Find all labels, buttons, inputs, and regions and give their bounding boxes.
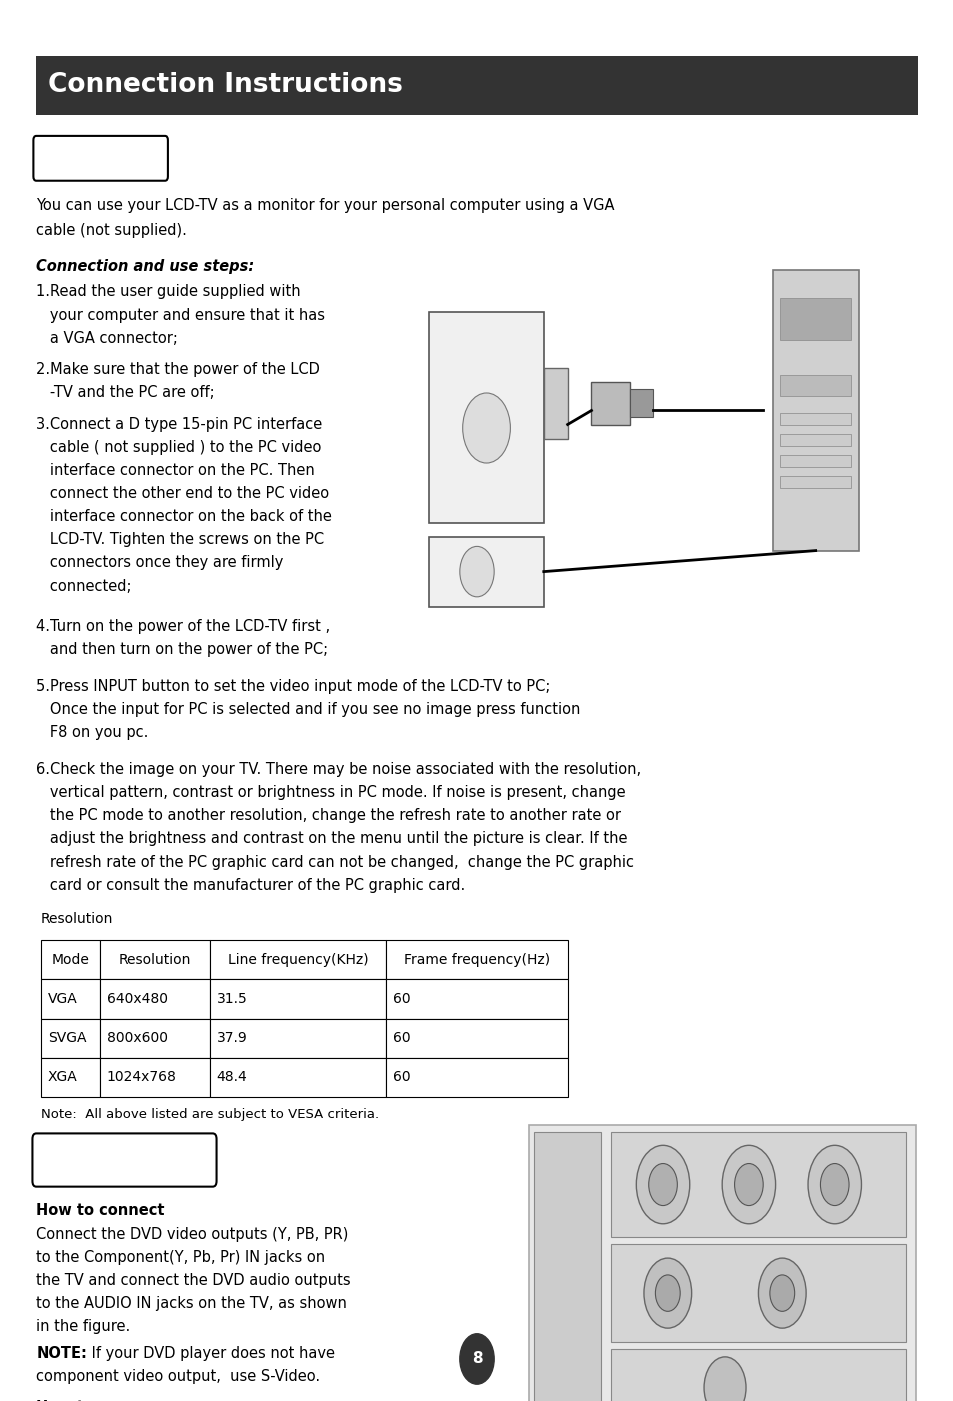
Text: component video output,  use S-Video.: component video output, use S-Video.	[36, 1370, 320, 1384]
Text: Resolution: Resolution	[119, 953, 191, 967]
Text: a VGA connector;: a VGA connector;	[36, 331, 178, 346]
Text: connectors once they are firmly: connectors once they are firmly	[36, 556, 283, 570]
Text: SVGA: SVGA	[48, 1031, 86, 1045]
Text: 2.Make sure that the power of the LCD: 2.Make sure that the power of the LCD	[36, 363, 320, 377]
Text: If your DVD player does not have: If your DVD player does not have	[87, 1346, 335, 1362]
Text: 6.Check the image on your TV. There may be noise associated with the resolution,: 6.Check the image on your TV. There may …	[36, 762, 640, 778]
Text: your computer and ensure that it has: your computer and ensure that it has	[36, 308, 325, 322]
Text: Frame frequency(Hz): Frame frequency(Hz)	[403, 953, 550, 967]
Text: cable (not supplied).: cable (not supplied).	[36, 223, 187, 238]
Text: You can use your LCD-TV as a monitor for your personal computer using a VGA: You can use your LCD-TV as a monitor for…	[36, 198, 614, 213]
Text: How to connect: How to connect	[36, 1203, 165, 1219]
Text: to the Component(Y, Pb, Pr) IN jacks on: to the Component(Y, Pb, Pr) IN jacks on	[36, 1250, 325, 1265]
Text: interface connector on the back of the: interface connector on the back of the	[36, 510, 332, 524]
Text: adjust the brightness and contrast on the menu until the picture is clear. If th: adjust the brightness and contrast on th…	[36, 832, 627, 846]
Text: VGA: VGA	[48, 992, 77, 1006]
Text: 60: 60	[393, 992, 410, 1006]
Text: Note:  All above listed are subject to VESA criteria.: Note: All above listed are subject to VE…	[41, 1108, 378, 1121]
Text: Component  Setup: Component Setup	[43, 1152, 216, 1168]
Text: VGA Setup: VGA Setup	[43, 150, 143, 167]
Text: 60: 60	[393, 1070, 410, 1084]
Text: 8: 8	[471, 1352, 482, 1366]
Text: LCD-TV. Tighten the screws on the PC: LCD-TV. Tighten the screws on the PC	[36, 532, 324, 548]
Text: F8 on you pc.: F8 on you pc.	[36, 726, 149, 740]
Text: 60: 60	[393, 1031, 410, 1045]
Text: 3.Connect a D type 15-pin PC interface: 3.Connect a D type 15-pin PC interface	[36, 417, 322, 432]
Text: the TV and connect the DVD audio outputs: the TV and connect the DVD audio outputs	[36, 1274, 351, 1288]
Text: cable ( not supplied ) to the PC video: cable ( not supplied ) to the PC video	[36, 440, 321, 455]
Text: card or consult the manufacturer of the PC graphic card.: card or consult the manufacturer of the …	[36, 878, 465, 892]
Text: Once the input for PC is selected and if you see no image press function: Once the input for PC is selected and if…	[36, 702, 580, 717]
Text: Connect the DVD video outputs (Y, PB, PR): Connect the DVD video outputs (Y, PB, PR…	[36, 1227, 348, 1241]
Text: 5.Press INPUT button to set the video input mode of the LCD-TV to PC;: 5.Press INPUT button to set the video in…	[36, 679, 550, 693]
Text: NOTE:: NOTE:	[36, 1346, 87, 1362]
Text: 1.Read the user guide supplied with: 1.Read the user guide supplied with	[36, 284, 300, 300]
Text: 800x600: 800x600	[107, 1031, 168, 1045]
Text: vertical pattern, contrast or brightness in PC mode. If noise is present, change: vertical pattern, contrast or brightness…	[36, 786, 625, 800]
Text: to the AUDIO IN jacks on the TV, as shown: to the AUDIO IN jacks on the TV, as show…	[36, 1296, 347, 1311]
Text: Connection and use steps:: Connection and use steps:	[36, 259, 254, 275]
Text: 31.5: 31.5	[216, 992, 247, 1006]
Text: Connection Instructions: Connection Instructions	[48, 73, 402, 98]
Text: 1024x768: 1024x768	[107, 1070, 176, 1084]
Text: Resolution: Resolution	[41, 912, 113, 926]
Text: and then turn on the power of the PC;: and then turn on the power of the PC;	[36, 642, 328, 657]
Text: 48.4: 48.4	[216, 1070, 247, 1084]
Text: 640x480: 640x480	[107, 992, 168, 1006]
Text: -TV and the PC are off;: -TV and the PC are off;	[36, 385, 214, 401]
Text: interface connector on the PC. Then: interface connector on the PC. Then	[36, 464, 314, 478]
Text: connect the other end to the PC video: connect the other end to the PC video	[36, 486, 329, 502]
Text: Mode: Mode	[51, 953, 90, 967]
Text: connected;: connected;	[36, 579, 132, 594]
Text: Line frequency(KHz): Line frequency(KHz)	[228, 953, 368, 967]
Text: 4.Turn on the power of the LCD-TV first ,: 4.Turn on the power of the LCD-TV first …	[36, 619, 330, 633]
Text: in the figure.: in the figure.	[36, 1320, 131, 1334]
Text: XGA: XGA	[48, 1070, 77, 1084]
Text: the PC mode to another resolution, change the refresh rate to another rate or: the PC mode to another resolution, chang…	[36, 808, 620, 824]
Text: refresh rate of the PC graphic card can not be changed,  change the PC graphic: refresh rate of the PC graphic card can …	[36, 855, 634, 870]
Text: 37.9: 37.9	[216, 1031, 247, 1045]
